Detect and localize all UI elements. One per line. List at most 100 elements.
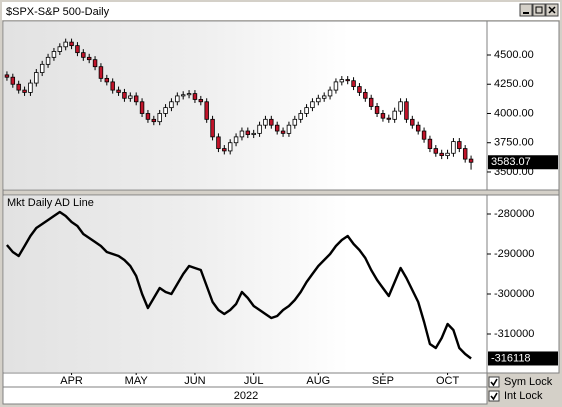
- x-tick-label: AUG: [306, 375, 330, 387]
- checkbox-label: Sym Lock: [504, 376, 553, 388]
- candle-body: [180, 94, 186, 97]
- candle-body: [169, 101, 174, 109]
- window-buttons[interactable]: [519, 3, 559, 17]
- last-value-box: [488, 155, 558, 170]
- y-tick-label: 4250.00: [494, 78, 534, 90]
- candle-body: [392, 110, 397, 120]
- candle-body: [298, 113, 303, 120]
- candle-body: [163, 107, 168, 114]
- candle-body: [363, 92, 368, 99]
- candle-body: [269, 118, 274, 126]
- candle-body: [310, 101, 315, 109]
- x-tick-label: OCT: [436, 375, 460, 387]
- icon: [535, 6, 543, 14]
- checkbox[interactable]: [488, 376, 500, 388]
- candle-body: [151, 118, 157, 123]
- candle-body: [227, 142, 233, 152]
- panel-shading: [4, 22, 349, 189]
- candle-body: [333, 81, 339, 91]
- candle-body: [263, 118, 268, 126]
- candle-body: [175, 95, 180, 103]
- candle-body: [198, 99, 204, 103]
- candle-body: [110, 81, 115, 91]
- candle-body: [239, 130, 245, 138]
- x-tick-label: SEP: [372, 375, 394, 387]
- candle-body: [386, 117, 392, 120]
- last-value-label: -316118: [491, 352, 531, 364]
- candle-body: [10, 76, 16, 85]
- window-title: $SPX-S&P 500-Daily: [6, 6, 110, 18]
- candle-body: [445, 152, 450, 156]
- title-bar: [2, 2, 560, 20]
- candle-body: [457, 141, 462, 149]
- x-tick-label: MAY: [125, 375, 149, 387]
- minimize-button[interactable]: [519, 3, 533, 17]
- candle-body: [133, 95, 139, 103]
- candle-body: [157, 113, 162, 123]
- y-tick-label: -300000: [494, 288, 534, 300]
- candle-body: [75, 45, 80, 54]
- candle-body: [380, 113, 386, 119]
- candle-body: [245, 130, 251, 135]
- y-tick-label: 3750.00: [494, 137, 534, 149]
- candle-body: [368, 97, 374, 107]
- ad-line: [5, 210, 472, 360]
- icon: [548, 6, 556, 14]
- candle-body: [216, 136, 221, 149]
- candle-body: [63, 41, 68, 48]
- candle-body: [81, 52, 86, 58]
- candle-body: [274, 124, 280, 132]
- candle-body: [462, 148, 468, 160]
- candle-body: [186, 93, 192, 96]
- candle-body: [16, 83, 21, 91]
- candle-body: [122, 92, 127, 99]
- candle-body: [421, 130, 427, 140]
- y-tick-label: 4000.00: [494, 107, 534, 119]
- candle-body: [204, 101, 209, 120]
- checkbox-label: Int Lock: [504, 390, 543, 402]
- candle-body: [410, 118, 415, 126]
- candle-body: [345, 79, 350, 82]
- candle-body: [22, 89, 27, 93]
- candle-body: [69, 41, 74, 47]
- checkmark: [490, 392, 498, 401]
- candle-body: [357, 86, 362, 93]
- y-tick-label: 4500.00: [494, 49, 534, 61]
- candle-body: [292, 118, 298, 126]
- candle-body: [192, 93, 198, 100]
- candle-body: [98, 66, 104, 79]
- candle-body: [286, 124, 292, 134]
- last-value-label: 3583.07: [491, 156, 531, 168]
- checkbox[interactable]: [488, 390, 500, 402]
- candle-body: [57, 46, 63, 52]
- year-axis: [2, 386, 488, 405]
- candle-body: [34, 72, 39, 84]
- candle-body: [404, 101, 409, 120]
- y-tick-label: -290000: [494, 248, 534, 260]
- candle-body: [351, 80, 356, 87]
- candle-body: [86, 56, 92, 61]
- indicator-title: Mkt Daily AD Line: [7, 197, 94, 209]
- checkmark: [490, 378, 498, 387]
- candle-body: [415, 124, 421, 132]
- candle-body: [39, 63, 45, 73]
- candle-body: [339, 79, 345, 83]
- candle-body: [128, 95, 133, 99]
- maximize-button[interactable]: [532, 3, 546, 17]
- last-value-box: [488, 351, 558, 366]
- candle-body: [327, 89, 333, 97]
- candle-body: [233, 136, 239, 144]
- candle-body: [51, 51, 57, 58]
- candle-body: [398, 101, 403, 112]
- indicator-axis: [486, 194, 560, 374]
- candle-body: [433, 148, 439, 154]
- candle-body: [210, 118, 215, 138]
- candle-body: [45, 56, 51, 65]
- candle-body: [257, 124, 262, 134]
- candle-body: [251, 132, 256, 135]
- candle-body: [321, 95, 327, 99]
- candle-body: [427, 138, 433, 149]
- candle-body: [468, 158, 474, 163]
- x-tick-label: JUL: [244, 375, 264, 387]
